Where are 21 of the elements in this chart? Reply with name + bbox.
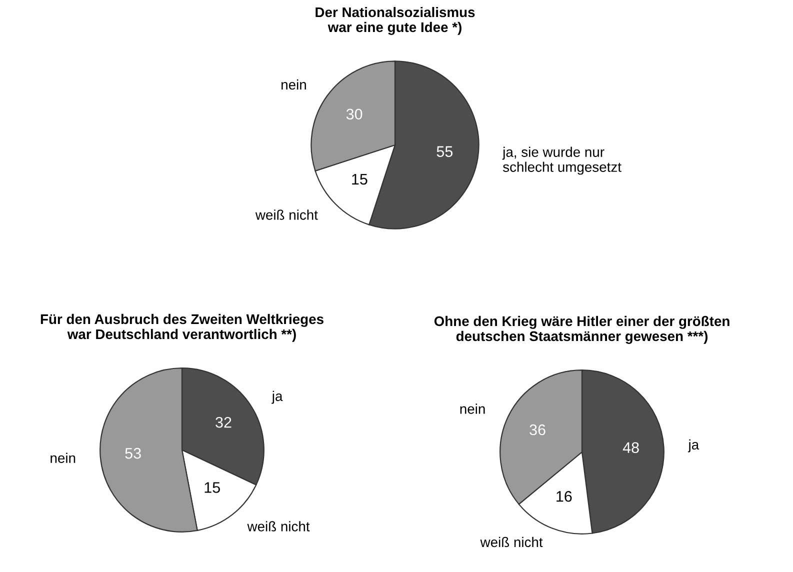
slice-label: ja, sie wurde nur schlecht umgesetzt [502, 146, 622, 175]
chart-title: Für den Ausbruch des Zweiten Weltkrieges war Deutschland verantwortlich **) [40, 314, 324, 342]
slice-label: nein [282, 79, 306, 90]
chart-title: Ohne den Krieg wäre Hitler einer der größten deutschen Staatsmänner gewesen ***) [434, 316, 730, 344]
data-label: 32 [216, 416, 232, 428]
slice-label: nein [50, 452, 76, 463]
data-label: 53 [125, 448, 141, 459]
data-label: 15 [204, 482, 220, 493]
slice-label: nein [460, 404, 485, 414]
data-label: 55 [436, 146, 453, 157]
chart-title: Der Nationalsozialismus war eine gute Idee *) [316, 6, 475, 35]
data-label: 30 [346, 108, 362, 120]
data-label: 48 [622, 442, 639, 454]
slice-label: weiß nicht [255, 210, 318, 220]
slice-label: weiß nicht [247, 521, 310, 532]
data-label: 15 [352, 174, 368, 185]
slice-label: weiß nicht [480, 536, 543, 548]
data-label: 16 [556, 490, 572, 502]
slice-label: ja [688, 439, 700, 452]
data-label: 36 [530, 424, 546, 436]
slice-label: ja [272, 390, 283, 404]
